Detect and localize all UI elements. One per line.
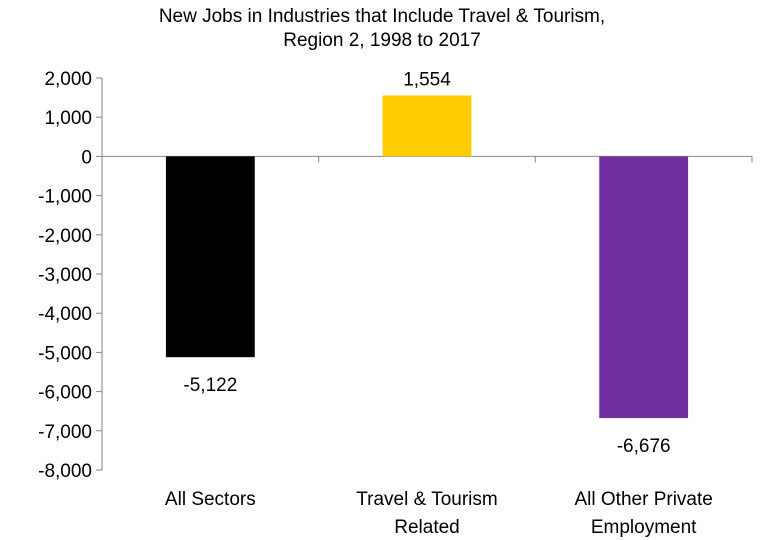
chart-title-line: New Jobs in Industries that Include Trav… bbox=[159, 6, 605, 27]
data-label: -6,676 bbox=[617, 436, 671, 457]
category-label: Employment bbox=[591, 517, 697, 538]
y-tick-label: -7,000 bbox=[38, 422, 92, 443]
bar bbox=[382, 95, 472, 157]
chart-title-line: Region 2, 1998 to 2017 bbox=[283, 30, 481, 51]
y-tick-label: -8,000 bbox=[38, 461, 92, 482]
y-tick-label: -1,000 bbox=[38, 187, 92, 208]
category-label: Travel & Tourism bbox=[356, 489, 497, 510]
y-tick-label: 1,000 bbox=[44, 108, 92, 129]
category-label: Related bbox=[394, 517, 460, 538]
y-tick-label: -6,000 bbox=[38, 383, 92, 404]
bar bbox=[599, 156, 689, 419]
data-label: -5,122 bbox=[183, 375, 237, 396]
y-tick-label: 0 bbox=[81, 147, 92, 168]
y-tick-label: -2,000 bbox=[38, 226, 92, 247]
data-label: 1,554 bbox=[403, 69, 451, 90]
y-tick-label: -4,000 bbox=[38, 304, 92, 325]
bar bbox=[165, 156, 255, 358]
category-label: All Other Private bbox=[575, 489, 713, 510]
y-tick-label: -5,000 bbox=[38, 343, 92, 364]
y-tick-label: -3,000 bbox=[38, 265, 92, 286]
category-label: All Sectors bbox=[165, 489, 256, 510]
y-tick-label: 2,000 bbox=[44, 69, 92, 90]
